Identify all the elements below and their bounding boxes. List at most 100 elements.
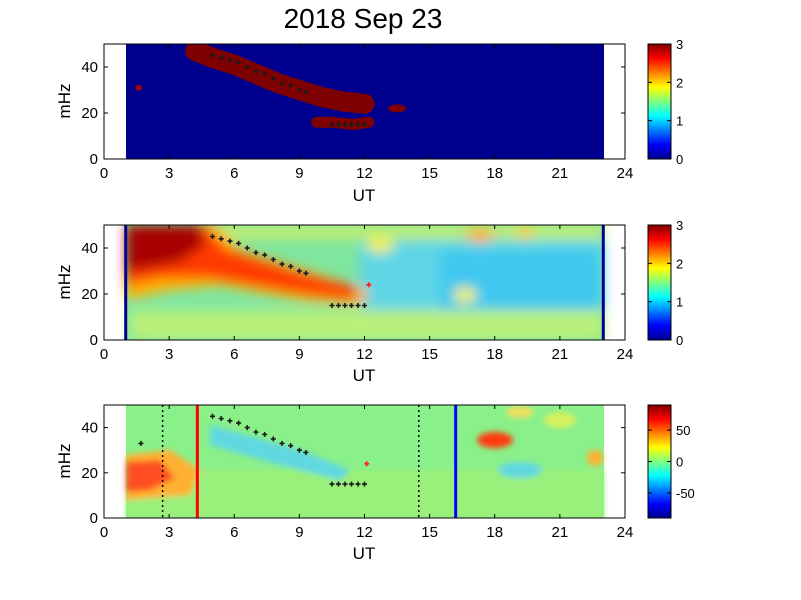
cyan-track xyxy=(210,425,350,480)
detection-marker xyxy=(355,303,361,308)
detection-marker xyxy=(270,436,276,442)
x-tick-label: 9 xyxy=(295,346,303,363)
yellow-patch xyxy=(453,287,477,303)
small-blob xyxy=(388,104,407,113)
detection-marker xyxy=(348,122,354,127)
detection-marker xyxy=(362,303,367,308)
detection-marker xyxy=(335,303,341,308)
x-tick-label: 3 xyxy=(165,165,173,182)
detection-marker xyxy=(279,80,285,86)
detection-marker xyxy=(227,418,233,424)
x-tick-label: 0 xyxy=(100,346,108,363)
x-tick-label: 21 xyxy=(552,165,569,182)
detection-marker xyxy=(355,481,361,487)
cyan-patch xyxy=(498,462,542,478)
detection-marker xyxy=(210,234,216,239)
colorbar-tick-label: 3 xyxy=(676,218,683,233)
y-tick-label: 40 xyxy=(81,59,98,76)
y-tick-label: 20 xyxy=(81,286,98,303)
heatmap xyxy=(124,225,605,340)
detection-marker xyxy=(253,250,259,256)
y-tick-label: 0 xyxy=(90,332,98,349)
x-tick-label: 6 xyxy=(230,346,238,363)
yellow-patch xyxy=(366,237,394,253)
x-tick-label: 24 xyxy=(617,524,634,541)
detection-marker xyxy=(348,303,354,308)
y-axis-label: mHz xyxy=(55,444,74,479)
colorbar-tick-label: 3 xyxy=(676,37,683,52)
detection-marker xyxy=(253,69,259,75)
detection-marker xyxy=(218,236,224,242)
y-axis-label: mHz xyxy=(55,84,74,119)
yellow-patch xyxy=(506,406,534,418)
x-tick-label: 0 xyxy=(100,524,108,541)
x-tick-label: 12 xyxy=(356,524,373,541)
colorbar-tick-label: -50 xyxy=(676,486,695,501)
detection-marker xyxy=(210,413,216,419)
x-tick-label: 15 xyxy=(421,524,438,541)
colorbar-tick-label: 0 xyxy=(676,152,683,167)
main-ridge xyxy=(185,44,375,114)
colorbar-tick-label: 0 xyxy=(676,455,683,470)
y-tick-label: 20 xyxy=(81,465,98,482)
event-lines xyxy=(161,405,458,518)
detection-marker xyxy=(335,122,341,127)
detection-marker xyxy=(362,122,367,127)
detection-marker xyxy=(227,57,233,63)
y-tick-label: 0 xyxy=(90,510,98,527)
detection-marker xyxy=(335,481,341,487)
detection-marker xyxy=(236,420,242,426)
detection-marker xyxy=(329,122,335,127)
detection-marker xyxy=(303,270,309,276)
detection-marker xyxy=(288,82,294,88)
detection-marker xyxy=(262,71,268,77)
colorbar-ticks: 50 0 -50 xyxy=(648,423,695,501)
colorbar: 50 0 -50 xyxy=(647,404,695,519)
detection-marker xyxy=(296,447,302,453)
red-patch xyxy=(477,432,513,448)
x-tick-label: 15 xyxy=(421,346,438,363)
y-tick-label: 40 xyxy=(81,240,98,257)
red-marker xyxy=(364,461,370,467)
colorbar-tick-label: 1 xyxy=(676,114,683,129)
detection-marker xyxy=(342,303,348,308)
detection-marker xyxy=(329,303,335,308)
x-tick-label: 9 xyxy=(295,165,303,182)
x-tick-label: 21 xyxy=(552,346,569,363)
colorbar-tick-label: 1 xyxy=(676,295,683,310)
detection-marker xyxy=(342,481,348,487)
heatmap-texture xyxy=(126,405,604,518)
bottom-panel: 0 3 6 9 12 15 18 21 24 0 20 40 UT mHz 50 0 -50 xyxy=(55,404,695,563)
y-tick-label: 20 xyxy=(81,105,98,122)
detection-marker xyxy=(210,53,216,58)
detection-marker xyxy=(244,245,250,251)
boundary-lines xyxy=(124,225,605,340)
detection-marker xyxy=(342,122,348,127)
x-tick-label: 3 xyxy=(165,346,173,363)
heatmap-features xyxy=(135,44,407,130)
red-region xyxy=(126,460,175,492)
x-axis-label: UT xyxy=(353,186,376,205)
colorbar-tick-label: 2 xyxy=(676,256,683,271)
colorbar: 0 1 2 3 xyxy=(647,37,683,167)
x-tick-label: 0 xyxy=(100,165,108,182)
x-tick-label: 12 xyxy=(356,346,373,363)
early-dot xyxy=(135,84,142,91)
y-tick-label: 40 xyxy=(81,420,98,437)
detection-marker xyxy=(355,122,361,127)
x-axis-label: UT xyxy=(353,544,376,563)
heatmap xyxy=(126,405,604,518)
x-tick-label: 18 xyxy=(486,524,503,541)
detection-marker xyxy=(218,55,224,61)
x-tick-label: 6 xyxy=(230,524,238,541)
x-tick-label: 18 xyxy=(486,346,503,363)
detection-marker xyxy=(296,87,302,93)
detection-marker xyxy=(227,238,233,244)
detection-marker xyxy=(236,240,242,246)
x-tick-label: 24 xyxy=(617,346,634,363)
light-band xyxy=(126,470,604,518)
y-tick-label: 0 xyxy=(90,151,98,168)
x-tick-label: 21 xyxy=(552,524,569,541)
